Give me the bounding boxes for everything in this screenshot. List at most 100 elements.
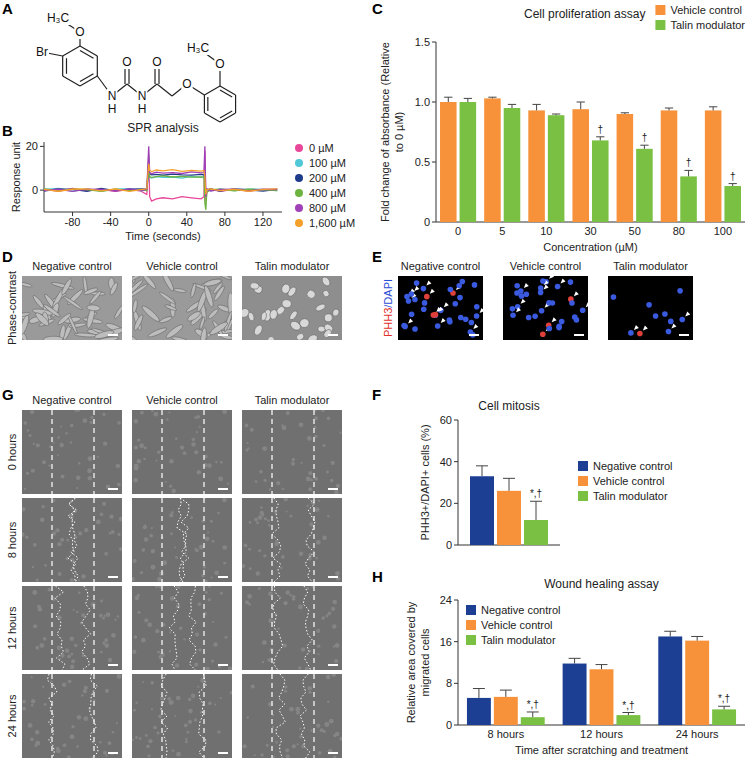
texture [308,487,312,491]
texture [254,754,256,756]
nucleus [409,312,415,318]
nucleus [653,313,659,319]
nucleus [510,313,516,319]
texture [183,451,187,455]
cell [159,315,173,324]
phase-contrast-images: Negative controlVehicle controlTalin mod… [6,260,342,347]
texture [222,498,227,502]
error-bar [684,170,692,176]
row-label-line: 8 hours [6,521,18,558]
texture [222,410,227,414]
legend-swatch [466,635,476,645]
texture [213,642,218,647]
line-chart-B: 020Response unit-80-4004080120Time (seco… [10,121,355,242]
texture [301,647,305,651]
texture [65,648,69,652]
texture [134,635,137,638]
texture [151,527,153,529]
texture [258,549,261,552]
texture [151,565,156,570]
bar [616,715,640,725]
arrowhead [521,299,526,304]
row-label-group: Phase-contrast [6,271,18,345]
texture [171,489,175,493]
wound-image [22,674,122,758]
legend-swatch [295,159,303,167]
texture [167,697,171,701]
texture [248,548,251,551]
texture [211,659,214,662]
error-stem [536,501,537,520]
migration-front [272,498,281,582]
wound-edge [93,498,94,582]
wound-edge [313,498,314,582]
texture [35,646,39,650]
texture [212,621,214,623]
y-axis-title-group: Fold change of absorbance (Relativeto 0 … [379,42,404,222]
cell [208,320,229,337]
texture [335,643,340,648]
texture [169,700,174,705]
bar [467,698,491,725]
texture [284,498,288,501]
cell [322,289,331,298]
bar [724,186,741,222]
texture [249,567,252,570]
panel-letter: D [2,248,13,265]
texture [150,681,154,685]
texture [33,543,37,547]
legend-swatch [578,461,588,471]
cell [63,295,84,311]
texture [315,557,318,560]
arrowhead [444,302,449,307]
texture [76,611,79,614]
y-axis-title-line: migrated cells [419,628,431,696]
cell [295,332,305,340]
error-cap [552,114,560,115]
texture [272,726,274,728]
nucleus [424,294,430,300]
texture [31,704,34,707]
x-tick-label: 5 [499,225,505,237]
row-label: PHH3/DAPI [382,279,394,337]
atom-bg [181,77,192,91]
texture [283,643,287,647]
texture [194,718,198,722]
texture [87,468,92,473]
x-tick-label: -40 [103,216,119,228]
bar [563,664,587,725]
bar [494,697,518,725]
y-axis-title-line: Relative area covered by [405,601,417,723]
texture [197,470,202,475]
texture [44,703,47,706]
y-tick [454,420,458,421]
cell [269,309,278,320]
bond [80,74,94,82]
texture [327,515,330,518]
legend-label: 1,600 µM [309,217,355,229]
texture [195,632,199,636]
texture [57,615,62,620]
atom-bg [137,102,148,116]
arrowhead [544,284,549,289]
bond [204,86,220,95]
texture [116,464,120,468]
nucleus [538,285,544,291]
legend-label: Talin modulator [593,490,668,502]
migration-front [47,674,57,758]
cell [22,312,30,318]
texture [323,730,326,733]
bond [204,95,205,113]
y-tick-label: 40 [440,456,452,468]
texture [23,421,27,425]
atom-label: O [75,25,84,39]
legend-label: Vehicle control [670,4,742,16]
scale-bar [574,334,584,336]
image-background [22,674,122,758]
scale-bar [469,334,479,336]
nucleus [569,300,575,306]
texture [333,755,337,758]
texture [215,461,217,463]
texture [316,724,320,728]
x-tick-label: 12 hours [580,728,623,740]
